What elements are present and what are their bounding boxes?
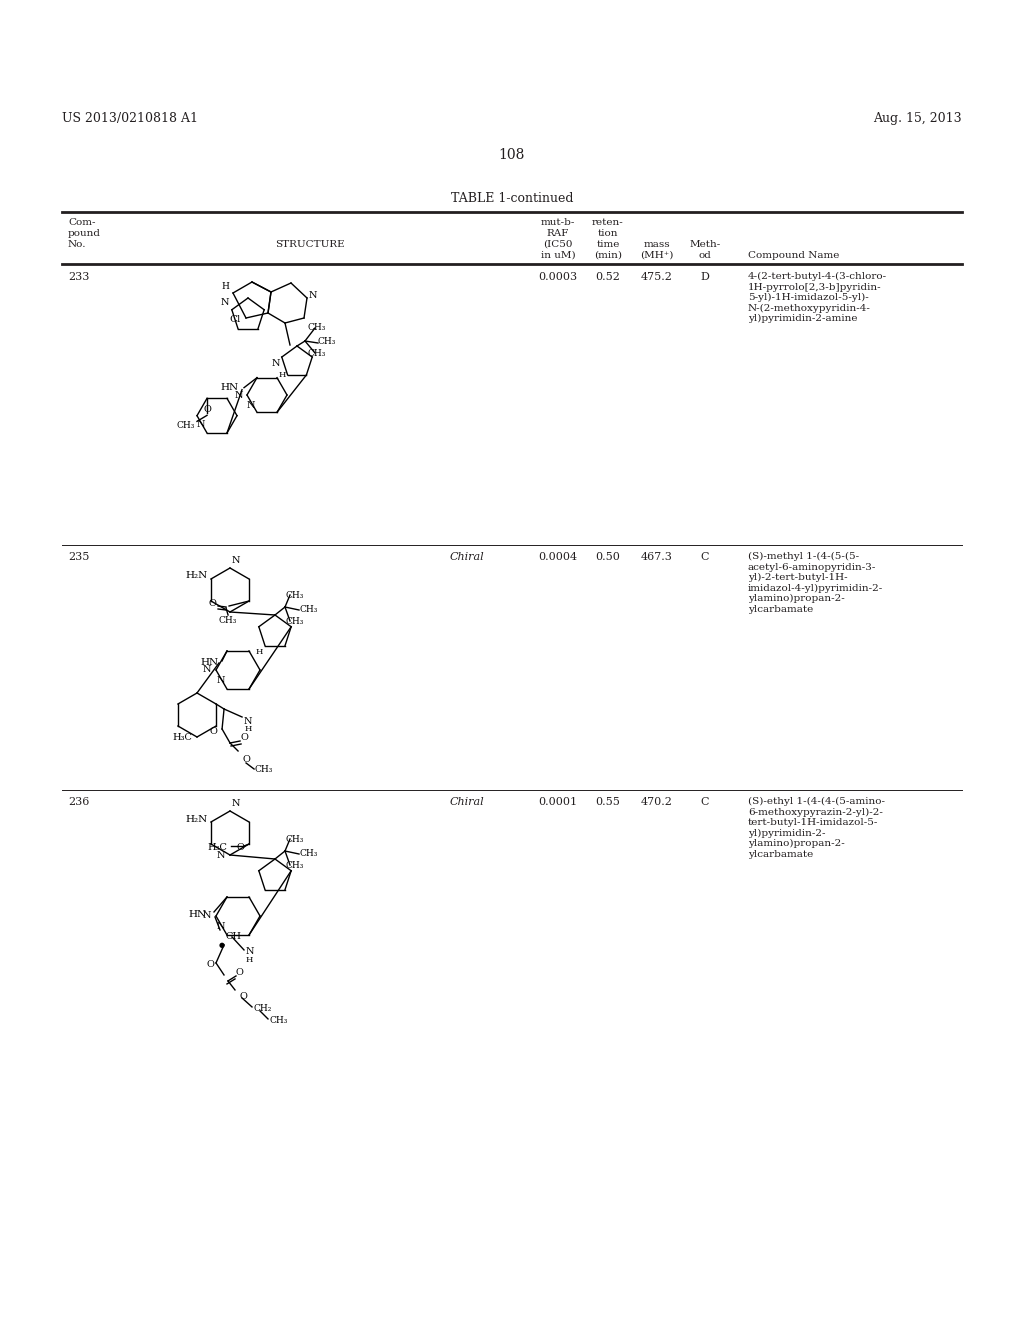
Text: tion: tion: [598, 228, 618, 238]
Text: H: H: [221, 282, 229, 290]
Text: N: N: [220, 298, 229, 308]
Text: O: O: [206, 961, 214, 969]
Text: (min): (min): [594, 251, 622, 260]
Text: CH₃: CH₃: [285, 861, 303, 870]
Text: H₃C: H₃C: [207, 842, 227, 851]
Text: N: N: [232, 799, 241, 808]
Text: 108: 108: [499, 148, 525, 162]
Text: time: time: [596, 240, 620, 249]
Text: 475.2: 475.2: [641, 272, 673, 282]
Text: ●: ●: [219, 942, 225, 948]
Text: mass: mass: [644, 240, 671, 249]
Text: N: N: [216, 676, 225, 685]
Text: HN: HN: [201, 659, 219, 668]
Text: (IC50: (IC50: [544, 240, 572, 249]
Text: Meth-: Meth-: [689, 240, 721, 249]
Text: N: N: [309, 292, 317, 301]
Text: O: O: [236, 969, 244, 977]
Text: Compound Name: Compound Name: [748, 251, 840, 260]
Text: O: O: [208, 599, 216, 609]
Text: H: H: [246, 956, 253, 964]
Text: N: N: [234, 391, 243, 400]
Text: H₃C: H₃C: [172, 733, 193, 742]
Text: C: C: [700, 552, 710, 562]
Text: N: N: [246, 948, 255, 957]
Text: O: O: [240, 993, 248, 1002]
Text: (S)-methyl 1-(4-(5-(5-
acetyl-6-aminopyridin-3-
yl)-2-tert-butyl-1H-
imidazol-4-: (S)-methyl 1-(4-(5-(5- acetyl-6-aminopyr…: [748, 552, 884, 614]
Text: CH₃: CH₃: [317, 337, 336, 346]
Text: 467.3: 467.3: [641, 552, 673, 562]
Text: N: N: [271, 359, 280, 368]
Text: CH₃: CH₃: [285, 590, 303, 599]
Text: CH₃: CH₃: [285, 834, 303, 843]
Text: Chiral: Chiral: [450, 552, 484, 562]
Text: N: N: [197, 420, 205, 429]
Text: N: N: [216, 850, 225, 859]
Text: CH₃: CH₃: [307, 322, 326, 331]
Text: O: O: [242, 755, 250, 764]
Text: pound: pound: [68, 228, 101, 238]
Text: TABLE 1-continued: TABLE 1-continued: [451, 191, 573, 205]
Text: CH₃: CH₃: [176, 421, 195, 430]
Text: 0.0001: 0.0001: [539, 797, 578, 807]
Text: RAF: RAF: [547, 228, 569, 238]
Text: H₂N: H₂N: [185, 814, 208, 824]
Text: N: N: [247, 401, 255, 411]
Text: H: H: [279, 371, 286, 379]
Text: 0.0004: 0.0004: [539, 552, 578, 562]
Text: CH: CH: [226, 932, 242, 941]
Text: STRUCTURE: STRUCTURE: [275, 240, 345, 249]
Text: H₂N: H₂N: [185, 572, 208, 581]
Text: CH₃: CH₃: [270, 1016, 289, 1026]
Text: US 2013/0210818 A1: US 2013/0210818 A1: [62, 112, 198, 125]
Text: C: C: [700, 797, 710, 807]
Text: N: N: [244, 717, 253, 726]
Text: 233: 233: [68, 272, 89, 282]
Text: HN: HN: [188, 911, 207, 920]
Text: O: O: [209, 727, 217, 737]
Text: 0.55: 0.55: [596, 797, 621, 807]
Text: N: N: [203, 912, 211, 920]
Text: (MH⁺): (MH⁺): [640, 251, 674, 260]
Text: CH₂: CH₂: [254, 1005, 272, 1014]
Text: H: H: [244, 725, 252, 733]
Text: D: D: [700, 272, 710, 282]
Text: N: N: [232, 556, 241, 565]
Text: Chiral: Chiral: [450, 797, 484, 807]
Text: CH₃: CH₃: [299, 605, 317, 614]
Text: od: od: [698, 251, 712, 260]
Text: H: H: [256, 648, 263, 656]
Text: reten-: reten-: [592, 218, 624, 227]
Text: O: O: [237, 842, 244, 851]
Text: O: O: [203, 405, 211, 414]
Text: CH₃: CH₃: [219, 616, 238, 624]
Text: Com-: Com-: [68, 218, 95, 227]
Text: mut-b-: mut-b-: [541, 218, 575, 227]
Text: O: O: [240, 734, 248, 742]
Text: CH₃: CH₃: [254, 764, 272, 774]
Text: 235: 235: [68, 552, 89, 562]
Text: No.: No.: [68, 240, 86, 249]
Text: CH₃: CH₃: [285, 616, 303, 626]
Text: 4-(2-tert-butyl-4-(3-chloro-
1H-pyrrolo[2,3-b]pyridin-
5-yl)-1H-imidazol-5-yl)-
: 4-(2-tert-butyl-4-(3-chloro- 1H-pyrrolo[…: [748, 272, 887, 323]
Text: N: N: [203, 665, 211, 675]
Text: Aug. 15, 2013: Aug. 15, 2013: [873, 112, 962, 125]
Text: CH₃: CH₃: [307, 348, 326, 358]
Text: N: N: [216, 923, 225, 931]
Text: in uM): in uM): [541, 251, 575, 260]
Text: 470.2: 470.2: [641, 797, 673, 807]
Text: HN: HN: [221, 383, 239, 392]
Text: 0.52: 0.52: [596, 272, 621, 282]
Text: 236: 236: [68, 797, 89, 807]
Text: 0.50: 0.50: [596, 552, 621, 562]
Text: CH₃: CH₃: [299, 849, 317, 858]
Text: Cl: Cl: [229, 315, 241, 325]
Text: 0.0003: 0.0003: [539, 272, 578, 282]
Text: (S)-ethyl 1-(4-(4-(5-amino-
6-methoxypyrazin-2-yl)-2-
tert-butyl-1H-imidazol-5-
: (S)-ethyl 1-(4-(4-(5-amino- 6-methoxypyr…: [748, 797, 885, 858]
